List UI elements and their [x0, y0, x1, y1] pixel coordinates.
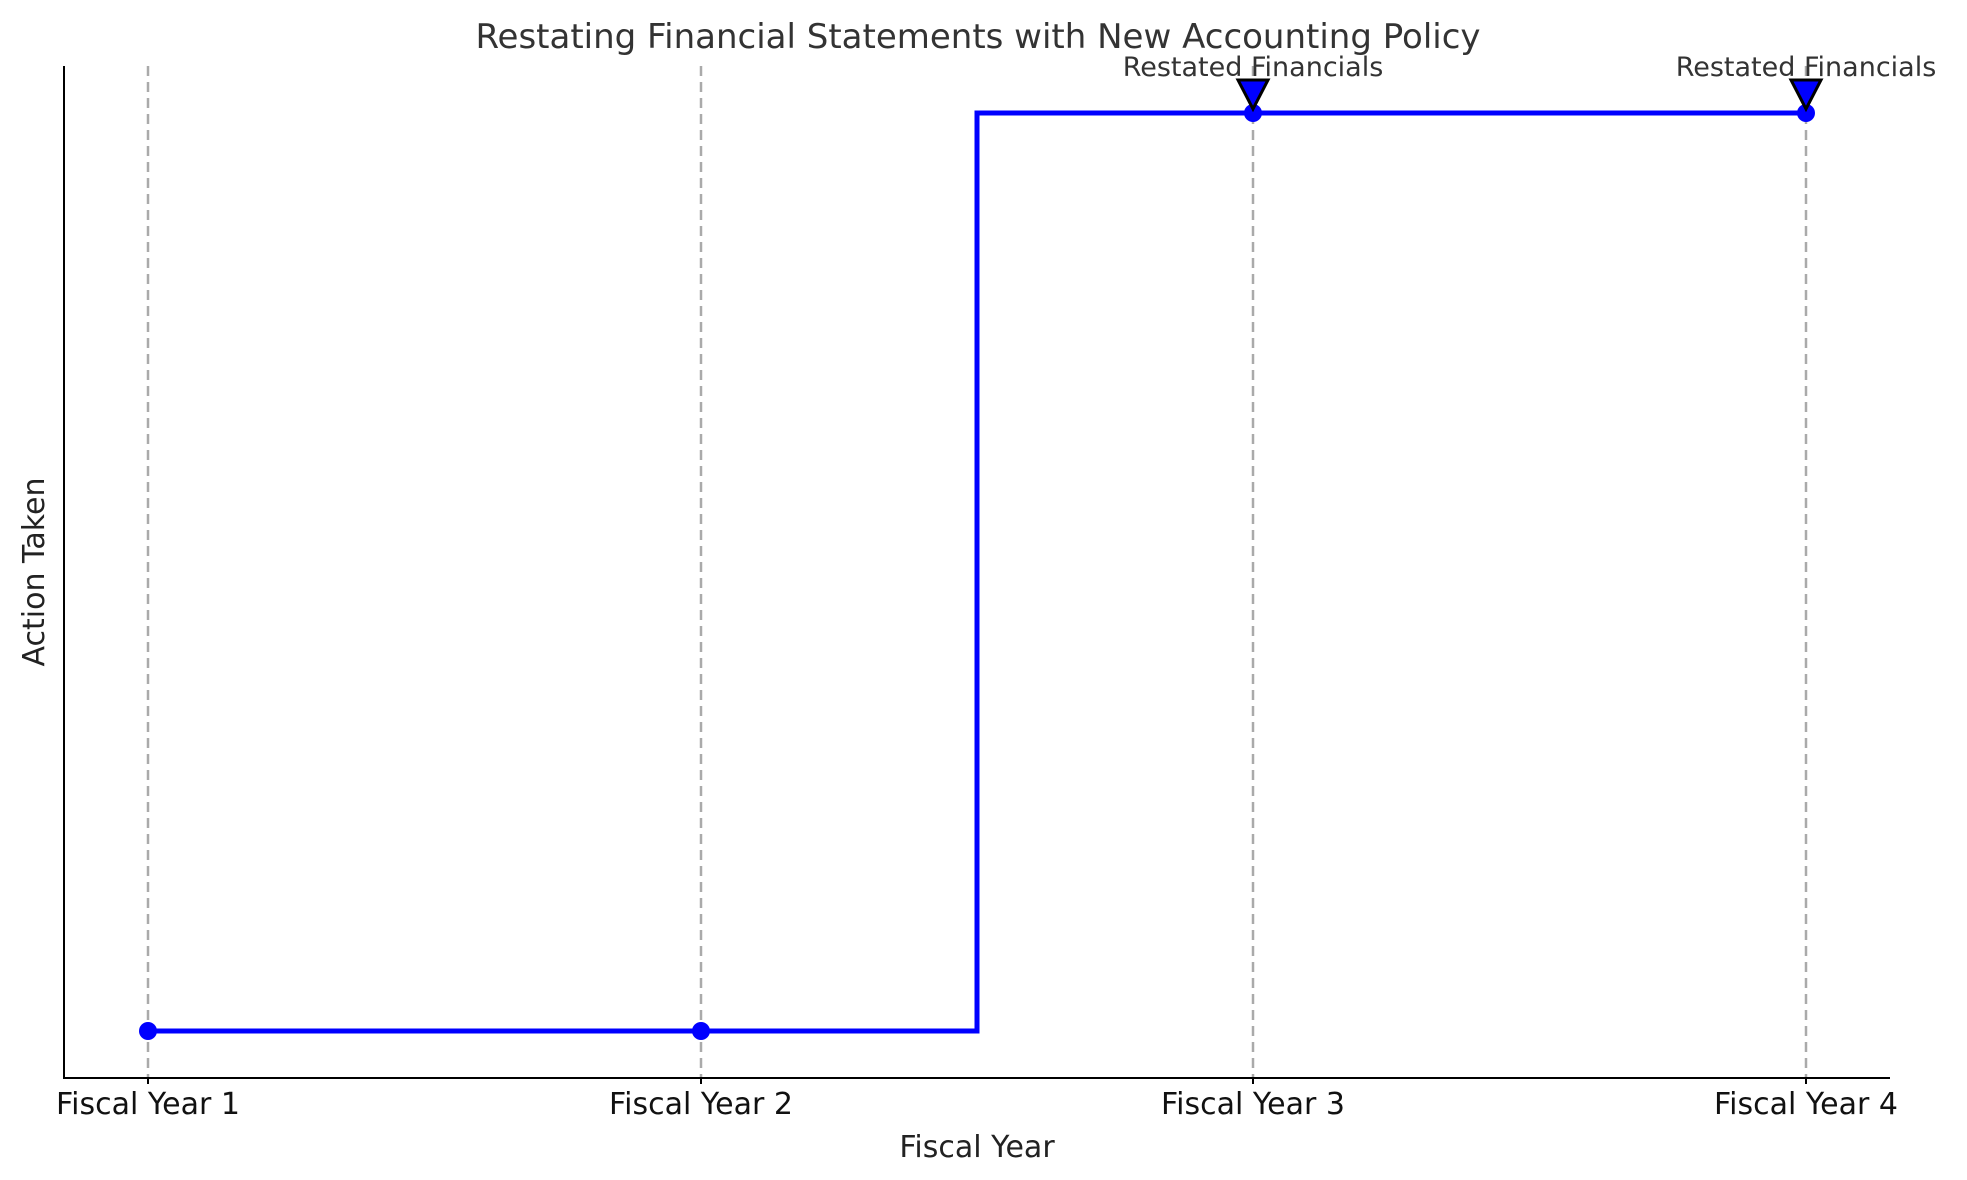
chart-title: Restating Financial Statements with New …	[475, 17, 1480, 57]
data-point	[692, 1022, 710, 1040]
axes	[63, 66, 1890, 1079]
series-line	[148, 110, 1806, 1034]
annotations: Restated Financials Restated Financials	[1123, 52, 1937, 113]
annotation-label: Restated Financials	[1123, 52, 1384, 83]
data-point	[1797, 104, 1815, 122]
data-point	[1244, 104, 1262, 122]
y-axis-label: Action Taken	[17, 477, 52, 666]
x-tick-label: Fiscal Year 3	[1161, 1087, 1345, 1122]
annotation-arrow	[1235, 78, 1271, 113]
grid-lines	[146, 66, 1808, 1078]
series	[139, 104, 1815, 1040]
data-point	[139, 1022, 157, 1040]
annotation-label: Restated Financials	[1676, 52, 1937, 83]
x-tick-label: Fiscal Year 1	[56, 1087, 240, 1122]
x-tick-label: Fiscal Year 2	[609, 1087, 793, 1122]
x-tick-label: Fiscal Year 4	[1714, 1087, 1898, 1122]
annotation-arrow	[1788, 78, 1824, 113]
x-tick-labels: Fiscal Year 1 Fiscal Year 2 Fiscal Year 3 F…	[56, 1078, 1898, 1122]
x-axis-label: Fiscal Year	[899, 1130, 1055, 1165]
